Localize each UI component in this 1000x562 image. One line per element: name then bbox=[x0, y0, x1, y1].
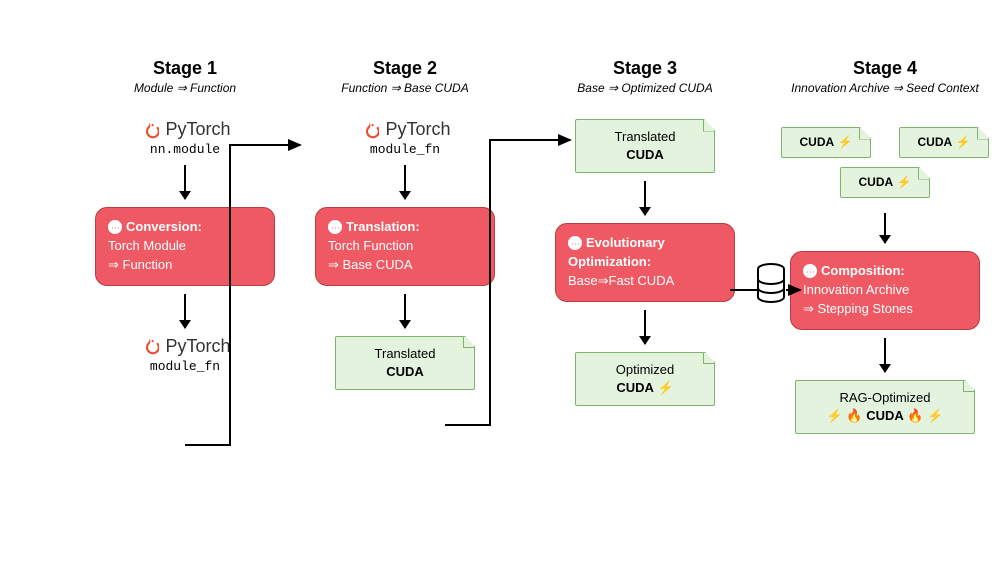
box-line: Base⇒Fast CUDA bbox=[568, 273, 674, 288]
speech-icon bbox=[328, 220, 342, 234]
composition-box: Composition: Innovation Archive ⇒ Steppi… bbox=[790, 251, 980, 330]
stage-title: Stage 1 bbox=[85, 58, 285, 79]
green-line: Translated bbox=[375, 346, 436, 361]
rag-optimized-box: RAG-Optimized ⚡ 🔥 CUDA 🔥 ⚡ bbox=[795, 380, 975, 434]
stage-subtitle: Function ⇒ Base CUDA bbox=[305, 81, 505, 95]
bolt-icon: ⚡ bbox=[658, 380, 674, 395]
stage-header: Stage 2 Function ⇒ Base CUDA bbox=[305, 58, 505, 95]
optimized-cuda-box: Optimized CUDA ⚡ bbox=[575, 352, 715, 406]
green-line: Optimized bbox=[616, 362, 675, 377]
stage-3: Stage 3 Base ⇒ Optimized CUDA Translated… bbox=[545, 58, 745, 414]
pytorch-sublabel: nn.module bbox=[150, 142, 220, 157]
pytorch-sublabel: module_fn bbox=[370, 142, 440, 157]
stage-header: Stage 3 Base ⇒ Optimized CUDA bbox=[545, 58, 745, 95]
pytorch-label: PyTorch bbox=[385, 119, 450, 140]
bolt-icon: ⚡ bbox=[827, 408, 843, 423]
pytorch-sublabel: module_fn bbox=[150, 359, 220, 374]
arrow-down-icon bbox=[644, 181, 646, 215]
arrow-down-icon bbox=[884, 213, 886, 243]
arrow-down-icon bbox=[184, 165, 186, 199]
stage-title: Stage 2 bbox=[305, 58, 505, 79]
pytorch-icon bbox=[359, 120, 379, 140]
translated-cuda-box: Translated CUDA bbox=[575, 119, 715, 173]
stage-1: Stage 1 Module ⇒ Function PyTorch nn.mod… bbox=[85, 58, 285, 382]
box-title: Optimization: bbox=[568, 254, 651, 269]
bolt-icon: ⚡ bbox=[956, 135, 971, 149]
green-line: Translated bbox=[615, 129, 676, 144]
database-icon bbox=[756, 263, 786, 303]
box-line: ⇒ Stepping Stones bbox=[803, 301, 913, 316]
cuda-cluster: CUDA ⚡ CUDA ⚡ CUDA ⚡ bbox=[775, 119, 995, 209]
arrow-down-icon bbox=[884, 338, 886, 372]
green-line: CUDA bbox=[626, 147, 664, 162]
cuda-label: CUDA bbox=[866, 408, 904, 423]
arrow-down-icon bbox=[404, 165, 406, 199]
stage-4: Stage 4 Innovation Archive ⇒ Seed Contex… bbox=[775, 58, 995, 442]
stage-header: Stage 4 Innovation Archive ⇒ Seed Contex… bbox=[775, 58, 995, 95]
cuda-chip: CUDA ⚡ bbox=[840, 167, 930, 198]
cuda-label: CUDA bbox=[800, 135, 835, 149]
stage-subtitle: Base ⇒ Optimized CUDA bbox=[545, 81, 745, 95]
box-line: ⇒ Base CUDA bbox=[328, 257, 413, 272]
arrow-down-icon bbox=[644, 310, 646, 344]
speech-icon bbox=[803, 264, 817, 278]
pytorch-icon bbox=[139, 336, 159, 356]
green-line: CUDA bbox=[616, 380, 654, 395]
pytorch-input-block: PyTorch nn.module bbox=[85, 119, 285, 157]
stage-2: Stage 2 Function ⇒ Base CUDA PyTorch mod… bbox=[305, 58, 505, 398]
pytorch-icon bbox=[139, 120, 159, 140]
arrow-down-icon bbox=[404, 294, 406, 328]
translation-box: Translation: Torch Function ⇒ Base CUDA bbox=[315, 207, 495, 286]
bolt-icon: ⚡ bbox=[838, 135, 853, 149]
optimization-box: Evolutionary Optimization: Base⇒Fast CUD… bbox=[555, 223, 735, 302]
box-title: Translation: bbox=[346, 219, 420, 234]
box-line: Innovation Archive bbox=[803, 282, 909, 297]
pytorch-output-block: PyTorch module_fn bbox=[85, 336, 285, 374]
pytorch-label: PyTorch bbox=[165, 119, 230, 140]
speech-icon bbox=[108, 220, 122, 234]
pytorch-input-block: PyTorch module_fn bbox=[305, 119, 505, 157]
cuda-label: CUDA bbox=[859, 175, 894, 189]
stage-title: Stage 4 bbox=[775, 58, 995, 79]
box-title: Composition: bbox=[821, 263, 905, 278]
stage-subtitle: Module ⇒ Function bbox=[85, 81, 285, 95]
box-line: ⇒ Function bbox=[108, 257, 172, 272]
box-prefix: Evolutionary bbox=[586, 235, 665, 250]
bolt-icon: ⚡ bbox=[927, 408, 943, 423]
box-line: Torch Function bbox=[328, 238, 413, 253]
bolt-icon: ⚡ bbox=[897, 175, 912, 189]
translated-cuda-box: Translated CUDA bbox=[335, 336, 475, 390]
box-line: Torch Module bbox=[108, 238, 186, 253]
box-title: Conversion: bbox=[126, 219, 202, 234]
conversion-box: Conversion: Torch Module ⇒ Function bbox=[95, 207, 275, 286]
cuda-chip: CUDA ⚡ bbox=[899, 127, 989, 158]
fire-icon: 🔥 bbox=[846, 408, 862, 423]
speech-icon bbox=[568, 236, 582, 250]
arrow-down-icon bbox=[184, 294, 186, 328]
fire-icon: 🔥 bbox=[907, 408, 923, 423]
stage-title: Stage 3 bbox=[545, 58, 745, 79]
stage-subtitle: Innovation Archive ⇒ Seed Context bbox=[775, 81, 995, 95]
stage-header: Stage 1 Module ⇒ Function bbox=[85, 58, 285, 95]
pytorch-label: PyTorch bbox=[165, 336, 230, 357]
cuda-chip: CUDA ⚡ bbox=[781, 127, 871, 158]
green-line: CUDA bbox=[386, 364, 424, 379]
green-line: RAG-Optimized bbox=[839, 390, 930, 405]
cuda-label: CUDA bbox=[918, 135, 953, 149]
